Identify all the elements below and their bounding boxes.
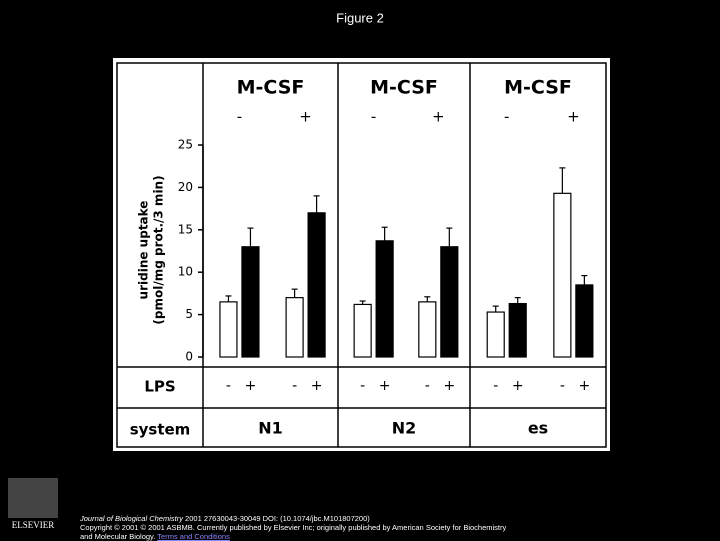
bar <box>553 192 572 358</box>
bar <box>285 297 304 358</box>
bar <box>307 212 326 358</box>
category-header: M-CSF <box>504 77 572 99</box>
journal: Journal of Biological Chemistry <box>80 514 183 523</box>
series-label: - <box>360 378 365 394</box>
category-header: M-CSF <box>370 77 438 99</box>
bar <box>418 301 437 358</box>
group-header: system <box>130 421 191 439</box>
group-label: es <box>528 419 548 438</box>
group-label: N2 <box>392 419 417 438</box>
citation: 2001 27630043-30049 DOI: (10.1074/jbc.M1… <box>182 514 370 523</box>
series-label: - <box>226 378 231 394</box>
x-tick-label: + <box>567 108 580 126</box>
logo-tree <box>8 478 58 518</box>
x-tick-label: + <box>299 108 312 126</box>
footer: Journal of Biological Chemistry 2001 276… <box>80 514 510 541</box>
y-tick-label: 5 <box>185 307 193 321</box>
figure-panel <box>113 58 610 451</box>
y-axis-label: uridine uptake <box>137 201 151 300</box>
bar <box>241 246 260 358</box>
logo-text: ELSEVIER <box>12 520 55 530</box>
y-tick-label: 10 <box>178 265 193 279</box>
x-tick-label: + <box>432 108 445 126</box>
y-tick-label: 25 <box>178 138 193 152</box>
series-label: - <box>560 378 565 394</box>
series-label: - <box>493 378 498 394</box>
panel-border <box>116 62 607 448</box>
x-tick-label: - <box>504 108 509 126</box>
x-tick-label: - <box>237 108 242 126</box>
bar <box>353 303 372 358</box>
series-header: LPS <box>144 378 175 396</box>
bar <box>575 284 594 358</box>
series-label: + <box>578 378 590 394</box>
y-tick-label: 20 <box>178 180 193 194</box>
x-tick-label: - <box>371 108 376 126</box>
series-label: + <box>443 378 455 394</box>
y-tick-label: 0 <box>185 350 193 364</box>
bar <box>219 301 238 358</box>
terms-link[interactable]: Terms and Conditions <box>157 532 230 541</box>
y-tick-label: 15 <box>178 222 193 236</box>
figure-title: Figure 2 <box>336 10 384 25</box>
category-header: M-CSF <box>237 77 305 99</box>
series-label: - <box>425 378 430 394</box>
bar <box>508 302 527 358</box>
series-label: + <box>512 378 524 394</box>
bar <box>440 246 459 358</box>
bar <box>486 311 505 358</box>
series-label: + <box>311 378 323 394</box>
series-label: + <box>379 378 391 394</box>
group-label: N1 <box>258 419 283 438</box>
y-axis-label: (pmol/mg prot./3 min) <box>152 175 166 324</box>
copyright: Copyright © 2001 © 2001 ASBMB. Currently… <box>80 523 507 541</box>
table-lines <box>117 63 606 447</box>
series-label: + <box>245 378 257 394</box>
series-label: - <box>292 378 297 394</box>
bar <box>375 240 394 358</box>
